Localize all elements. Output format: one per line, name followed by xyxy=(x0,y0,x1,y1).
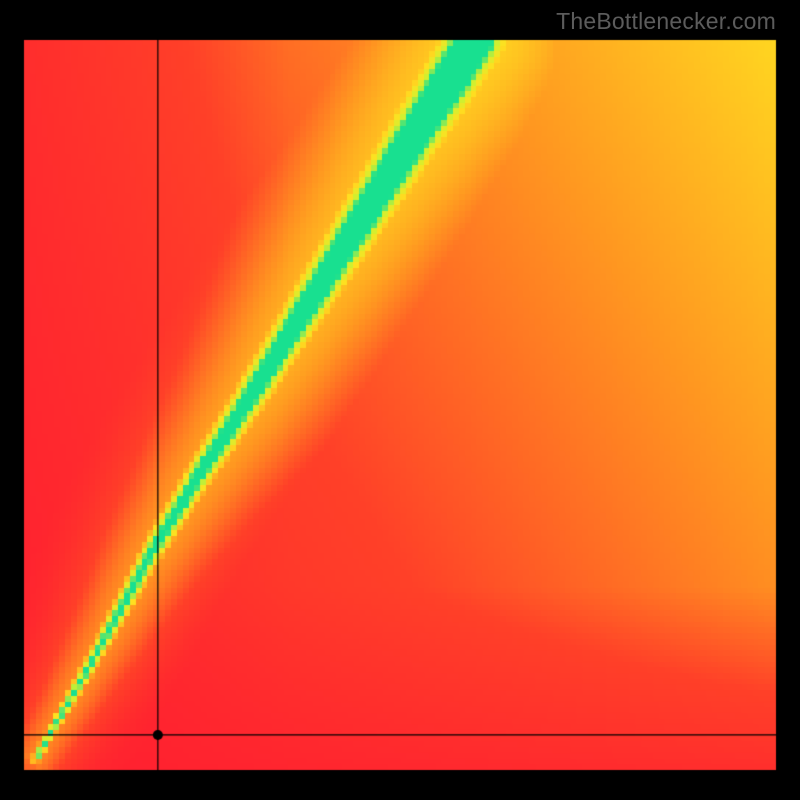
bottleneck-heatmap xyxy=(0,0,800,800)
watermark-text: TheBottlenecker.com xyxy=(556,8,776,35)
